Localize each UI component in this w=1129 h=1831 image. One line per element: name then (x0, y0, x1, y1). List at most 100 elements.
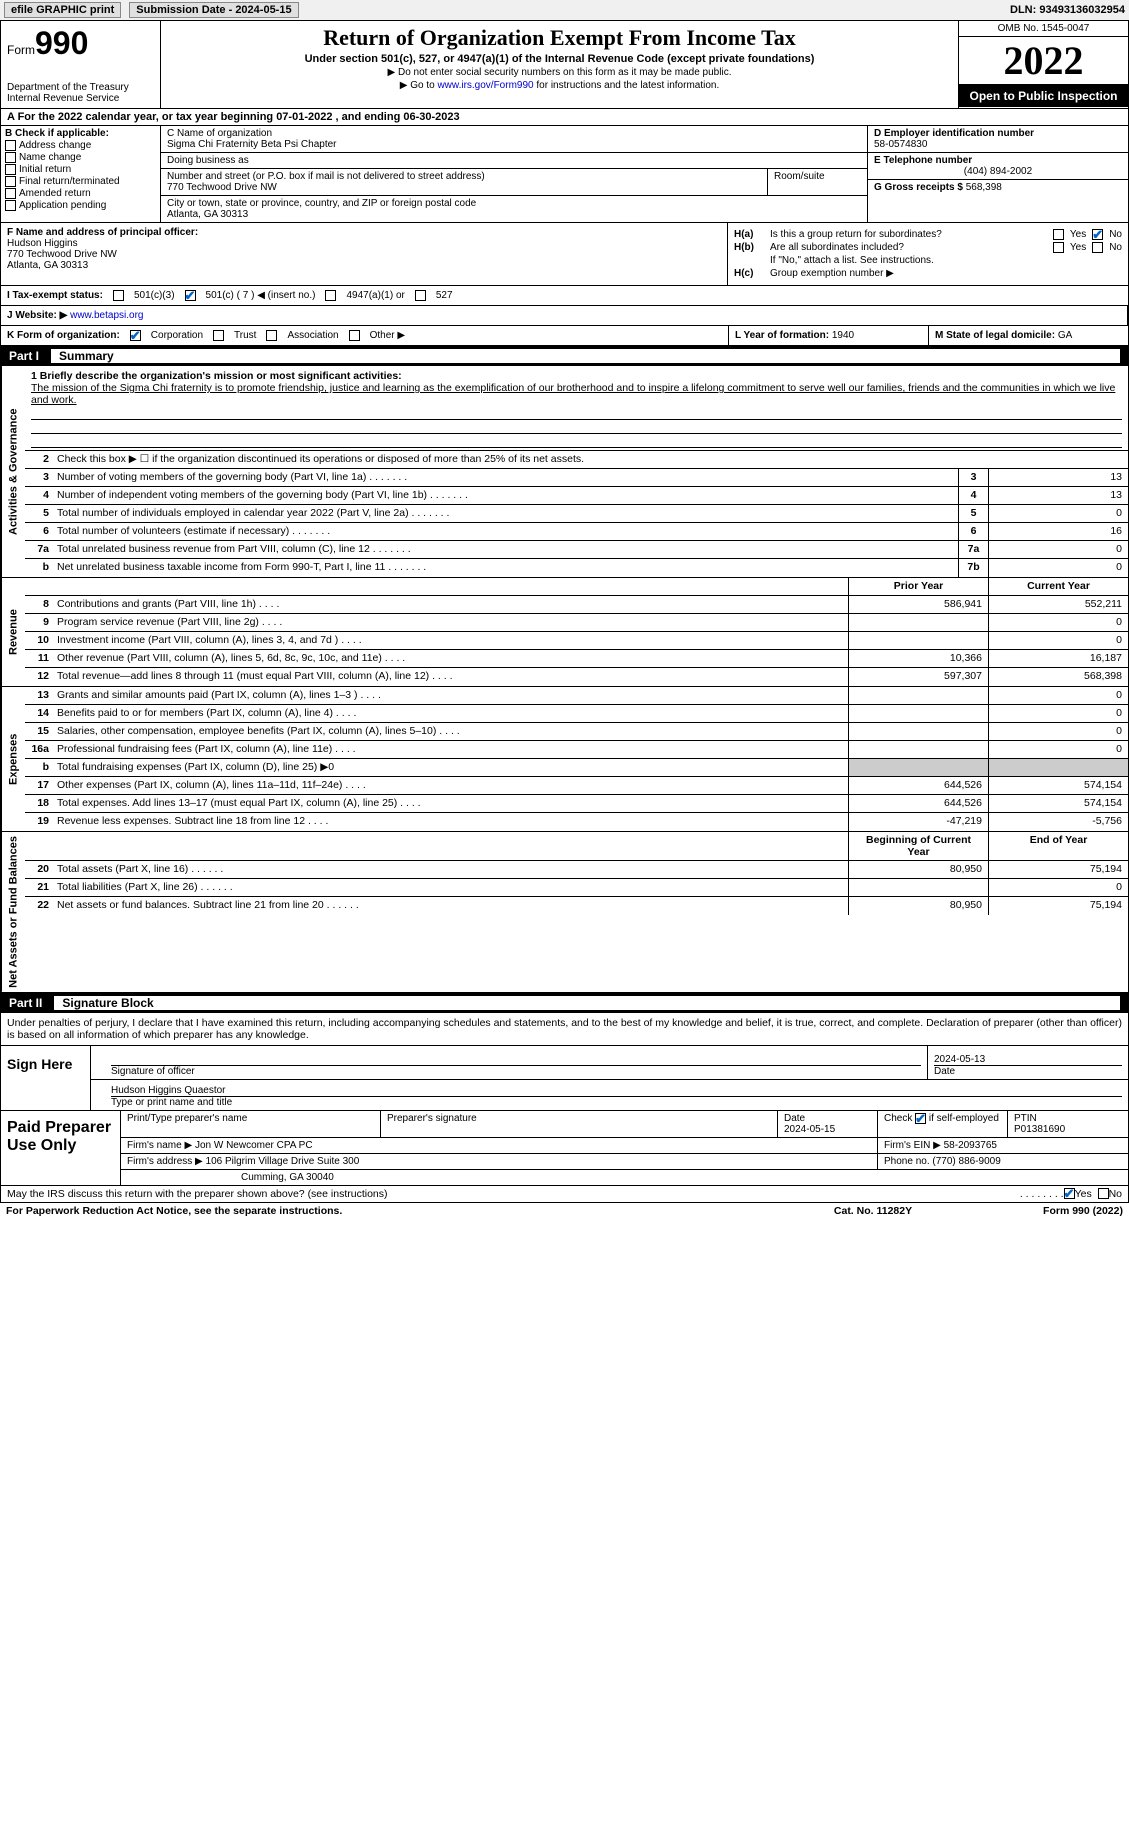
hb-no[interactable] (1092, 242, 1103, 253)
hb-yes[interactable] (1053, 242, 1064, 253)
table-row: 12Total revenue—add lines 8 through 11 (… (25, 668, 1128, 686)
row-klm: K Form of organization: Corporation Trus… (0, 326, 1129, 346)
chk-association[interactable] (266, 330, 277, 341)
table-row: 18Total expenses. Add lines 13–17 (must … (25, 795, 1128, 813)
org-name: Sigma Chi Fraternity Beta Psi Chapter (167, 139, 861, 150)
name-title-label: Type or print name and title (111, 1097, 1122, 1108)
chk-name-change[interactable] (5, 152, 16, 163)
side-label-net-assets: Net Assets or Fund Balances (1, 832, 25, 992)
prep-self-employed: Check if self-employed (878, 1111, 1008, 1137)
table-row: 13Grants and similar amounts paid (Part … (25, 687, 1128, 705)
chk-amended-return[interactable] (5, 188, 16, 199)
chk-501c[interactable] (185, 290, 196, 301)
phone-cell: E Telephone number (404) 894-2002 (868, 153, 1128, 180)
section-revenue: Revenue Prior Year Current Year 8Contrib… (0, 578, 1129, 687)
submission-date: Submission Date - 2024-05-15 (129, 2, 298, 18)
street-cell: Number and street (or P.O. box if mail i… (161, 169, 768, 196)
table-row: 6Total number of volunteers (estimate if… (25, 523, 1128, 541)
discuss-yes[interactable] (1064, 1188, 1075, 1199)
side-label-revenue: Revenue (1, 578, 25, 686)
irs-link[interactable]: www.irs.gov/Form990 (437, 80, 533, 91)
paperwork-notice: For Paperwork Reduction Act Notice, see … (6, 1205, 773, 1217)
side-label-expenses: Expenses (1, 687, 25, 831)
footer: For Paperwork Reduction Act Notice, see … (0, 1203, 1129, 1219)
discuss-row: May the IRS discuss this return with the… (0, 1186, 1129, 1203)
gross-receipts-value: 568,398 (966, 182, 1002, 193)
section-h: H(a) Is this a group return for subordin… (728, 223, 1128, 285)
form-title: Return of Organization Exempt From Incom… (169, 25, 950, 51)
chk-address-change[interactable] (5, 140, 16, 151)
chk-final-return[interactable] (5, 176, 16, 187)
table-row: 10Investment income (Part VIII, column (… (25, 632, 1128, 650)
section-expenses: Expenses 13Grants and similar amounts pa… (0, 687, 1129, 832)
table-row: 17Other expenses (Part IX, column (A), l… (25, 777, 1128, 795)
dept-treasury: Department of the Treasury Internal Reve… (7, 82, 154, 104)
row-a-tax-year: A For the 2022 calendar year, or tax yea… (0, 109, 1129, 126)
side-label-ag: Activities & Governance (1, 366, 25, 577)
chk-self-employed[interactable] (915, 1113, 926, 1124)
phone-value: (404) 894-2002 (874, 166, 1122, 177)
efile-print-button[interactable]: efile GRAPHIC print (4, 2, 121, 18)
sign-here-label: Sign Here (1, 1046, 91, 1110)
ha-no[interactable] (1092, 229, 1103, 240)
sig-date: 2024-05-13 (934, 1054, 1122, 1065)
state-domicile: M State of legal domicile: GA (928, 326, 1128, 345)
officer-city: Atlanta, GA 30313 (7, 260, 721, 271)
prep-name-label: Print/Type preparer's name (121, 1111, 381, 1137)
part2-header: Part II Signature Block (0, 993, 1129, 1013)
street-address: 770 Techwood Drive NW (167, 182, 761, 193)
chk-trust[interactable] (213, 330, 224, 341)
chk-527[interactable] (415, 290, 426, 301)
hdr-end-year: End of Year (988, 832, 1128, 860)
section-activities-governance: Activities & Governance 1 Briefly descri… (0, 366, 1129, 578)
hdr-current-year: Current Year (988, 578, 1128, 595)
prep-sig-label: Preparer's signature (381, 1111, 778, 1137)
chk-other[interactable] (349, 330, 360, 341)
ha-yes[interactable] (1053, 229, 1064, 240)
form-version: Form 990 (2022) (973, 1205, 1123, 1217)
signature-officer-label: Signature of officer (111, 1066, 921, 1077)
firm-address: Firm's address ▶ 106 Pilgrim Village Dri… (121, 1154, 878, 1169)
prep-ptin: PTINP01381690 (1008, 1111, 1128, 1137)
paid-preparer-block: Paid Preparer Use Only Print/Type prepar… (0, 1111, 1129, 1186)
firm-ein: Firm's EIN ▶ 58-2093765 (878, 1138, 1128, 1153)
chk-initial-return[interactable] (5, 164, 16, 175)
row-i-tax-status: I Tax-exempt status: 501(c)(3) 501(c) ( … (0, 286, 1129, 306)
chk-501c3[interactable] (113, 290, 124, 301)
table-row: 22Net assets or fund balances. Subtract … (25, 897, 1128, 915)
part1-header: Part I Summary (0, 346, 1129, 366)
table-row: bTotal fundraising expenses (Part IX, co… (25, 759, 1128, 777)
table-row: 14Benefits paid to or for members (Part … (25, 705, 1128, 723)
sign-here-block: Sign Here Signature of officer 2024-05-1… (0, 1046, 1129, 1111)
chk-corporation[interactable] (130, 330, 141, 341)
table-row: bNet unrelated business taxable income f… (25, 559, 1128, 577)
room-cell: Room/suite (768, 169, 868, 196)
instructions-note: ▶ Go to www.irs.gov/Form990 for instruct… (169, 80, 950, 91)
table-row: 15Salaries, other compensation, employee… (25, 723, 1128, 741)
table-row: 9Program service revenue (Part VIII, lin… (25, 614, 1128, 632)
form-subtitle: Under section 501(c), 527, or 4947(a)(1)… (169, 53, 950, 65)
ein-cell: D Employer identification number 58-0574… (868, 126, 1128, 153)
cat-number: Cat. No. 11282Y (773, 1205, 973, 1217)
form-number: Form990 (7, 25, 154, 62)
top-bar: efile GRAPHIC print Submission Date - 20… (0, 0, 1129, 21)
firm-phone: Phone no. (770) 886-9009 (878, 1154, 1128, 1169)
discuss-no[interactable] (1098, 1188, 1109, 1199)
table-row: 19Revenue less expenses. Subtract line 1… (25, 813, 1128, 831)
chk-4947[interactable] (325, 290, 336, 301)
omb-number: OMB No. 1545-0047 (959, 21, 1128, 37)
mission-block: 1 Briefly describe the organization's mi… (25, 366, 1128, 451)
org-name-cell: C Name of organization Sigma Chi Fratern… (161, 126, 868, 153)
hdr-beginning-year: Beginning of Current Year (848, 832, 988, 860)
city-cell: City or town, state or province, country… (161, 196, 868, 222)
table-row: 4Number of independent voting members of… (25, 487, 1128, 505)
col-b-checkboxes: B Check if applicable: Address change Na… (1, 126, 161, 222)
website-link[interactable]: www.betapsi.org (70, 310, 143, 321)
mission-text: The mission of the Sigma Chi fraternity … (31, 382, 1122, 406)
table-row: 3Number of voting members of the governi… (25, 469, 1128, 487)
date-label: Date (934, 1066, 1122, 1077)
dba-cell: Doing business as (161, 153, 868, 169)
paid-preparer-label: Paid Preparer Use Only (1, 1111, 121, 1185)
table-row: 20Total assets (Part X, line 16) . . . .… (25, 861, 1128, 879)
chk-application-pending[interactable] (5, 200, 16, 211)
